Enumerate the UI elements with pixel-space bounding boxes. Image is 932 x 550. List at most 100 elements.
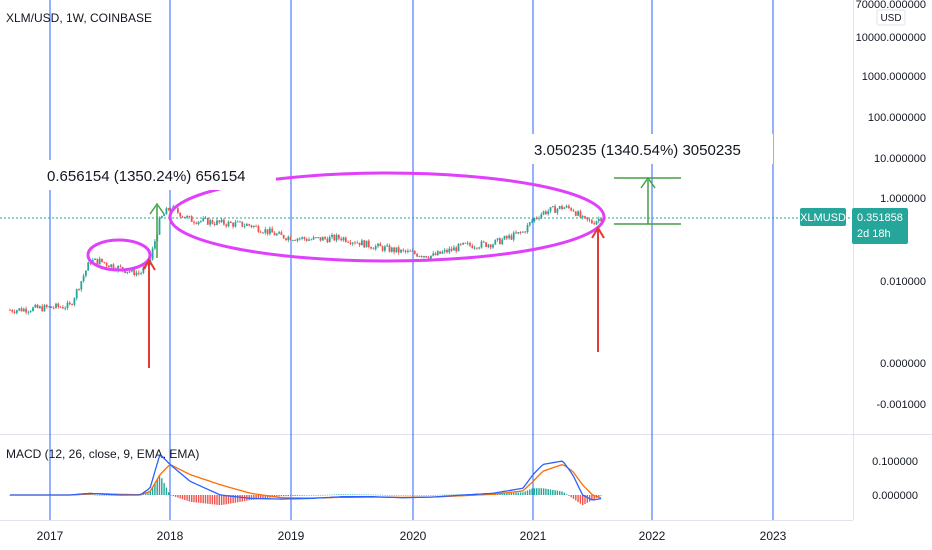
candle-body <box>381 246 384 251</box>
year-lines <box>49 0 774 520</box>
candle-body <box>324 237 326 239</box>
last-price-badge[interactable]: XLMUSD 0.351858 2d 18h <box>800 208 908 244</box>
candle-body <box>27 311 30 313</box>
macd-hist-bar <box>250 495 253 500</box>
candle-body <box>216 220 218 225</box>
macd-hist-bar <box>533 488 536 495</box>
macd-hist-bar <box>186 495 188 501</box>
candle-body <box>193 221 195 223</box>
macd-hist-bar <box>96 495 99 496</box>
macd-hist-bar <box>347 494 349 495</box>
macd-hist-bar <box>280 495 283 497</box>
candle-body <box>462 242 464 245</box>
macd-hist-bar <box>168 492 170 495</box>
macd-pane[interactable] <box>0 435 853 520</box>
macd-hist-bar <box>407 495 409 496</box>
green-measure-left[interactable] <box>149 202 165 258</box>
candle-body <box>485 242 487 247</box>
macd-hist-bar <box>349 494 352 495</box>
macd-hist-bar <box>276 495 278 497</box>
macd-hist-bar <box>92 494 94 496</box>
macd-hist-bar <box>531 488 533 495</box>
price-tick: 1.000000 <box>880 193 926 205</box>
candle-body <box>248 224 251 226</box>
macd-hist-bar <box>335 494 338 495</box>
macd-hist-bar <box>552 489 554 495</box>
macd-hist-bar <box>322 494 324 496</box>
candle-body <box>294 240 297 241</box>
candle-body <box>326 238 329 243</box>
candle-body <box>522 231 524 233</box>
candle-body <box>464 242 467 244</box>
macd-hist-bar <box>195 495 197 503</box>
macd-hist-bar <box>421 495 423 496</box>
macd-hist-bar <box>289 495 292 497</box>
candle-body <box>119 266 122 267</box>
currency-button[interactable] <box>876 9 906 26</box>
candle-body <box>34 304 37 308</box>
candle-body <box>563 207 566 209</box>
candle-body <box>340 238 343 241</box>
macd-hist-bar <box>586 495 588 503</box>
macd-hist-bar <box>526 490 529 495</box>
macd-hist-bar <box>147 492 149 495</box>
macd-hist-bar <box>308 495 310 496</box>
macd-hist-bar <box>317 495 319 496</box>
candle-body <box>197 221 200 224</box>
macd-legend[interactable]: MACD (12, 26, close, 9, EMA, EMA) <box>6 447 199 461</box>
highlight-ellipse-large[interactable] <box>168 171 606 263</box>
candle-body <box>600 218 602 222</box>
macd-hist-bar <box>145 493 147 495</box>
measure-label-left-box <box>40 160 276 190</box>
candle-body <box>409 250 412 252</box>
candle-body <box>436 251 439 256</box>
candle-body <box>407 250 409 252</box>
candle-body <box>250 225 253 228</box>
macd-hist-bar <box>549 489 552 495</box>
green-measure-right[interactable] <box>614 176 681 225</box>
candle-body <box>202 218 205 221</box>
candle-body <box>572 210 575 212</box>
price-tick: 0.000000 <box>880 358 926 370</box>
macd-axis[interactable]: 0.100000 0.000000 <box>872 456 918 502</box>
macd-hist-bar <box>296 495 299 496</box>
candle-body <box>282 234 285 239</box>
candle-body <box>112 264 115 270</box>
macd-hist-bar <box>315 495 317 496</box>
macd-hist-bar <box>239 495 241 502</box>
time-axis[interactable]: 2017 2018 2019 2020 2021 2022 2023 <box>37 529 787 543</box>
price-pane[interactable] <box>0 0 853 434</box>
symbol-title[interactable]: XLM/USD, 1W, COINBASE <box>6 11 152 25</box>
price-tick: 10.000000 <box>874 153 926 165</box>
macd-hist-bar <box>184 495 186 500</box>
macd-hist-bar <box>329 494 331 496</box>
candle-body <box>333 234 336 241</box>
candle-body <box>427 257 430 259</box>
candle-body <box>126 271 129 273</box>
candle-body <box>80 281 83 290</box>
macd-hist-bar <box>283 495 285 497</box>
candle-body <box>101 258 103 262</box>
candle-body <box>257 226 260 232</box>
macd-hist-bar <box>545 488 547 495</box>
candle-body <box>558 206 561 209</box>
candle-body <box>342 237 345 241</box>
candle-body <box>524 231 527 233</box>
candle-body <box>135 272 138 276</box>
highlight-ellipse-small[interactable] <box>86 238 152 272</box>
candle-body <box>151 248 154 260</box>
macd-hist-bar <box>368 494 370 496</box>
macd-hist-bar <box>225 495 227 505</box>
candle-body <box>386 245 389 247</box>
candle-body <box>526 225 529 233</box>
price-tick: 70000.000000 <box>856 0 926 11</box>
candle-body <box>296 238 299 241</box>
candle-body <box>515 232 517 234</box>
price-axis[interactable]: 70000.000000 10000.000000 1000.000000 10… <box>856 0 926 411</box>
macd-hist-bar <box>151 487 154 495</box>
candle-body <box>303 237 306 240</box>
macd-hist-bar <box>377 494 379 496</box>
candle-body <box>275 233 278 236</box>
